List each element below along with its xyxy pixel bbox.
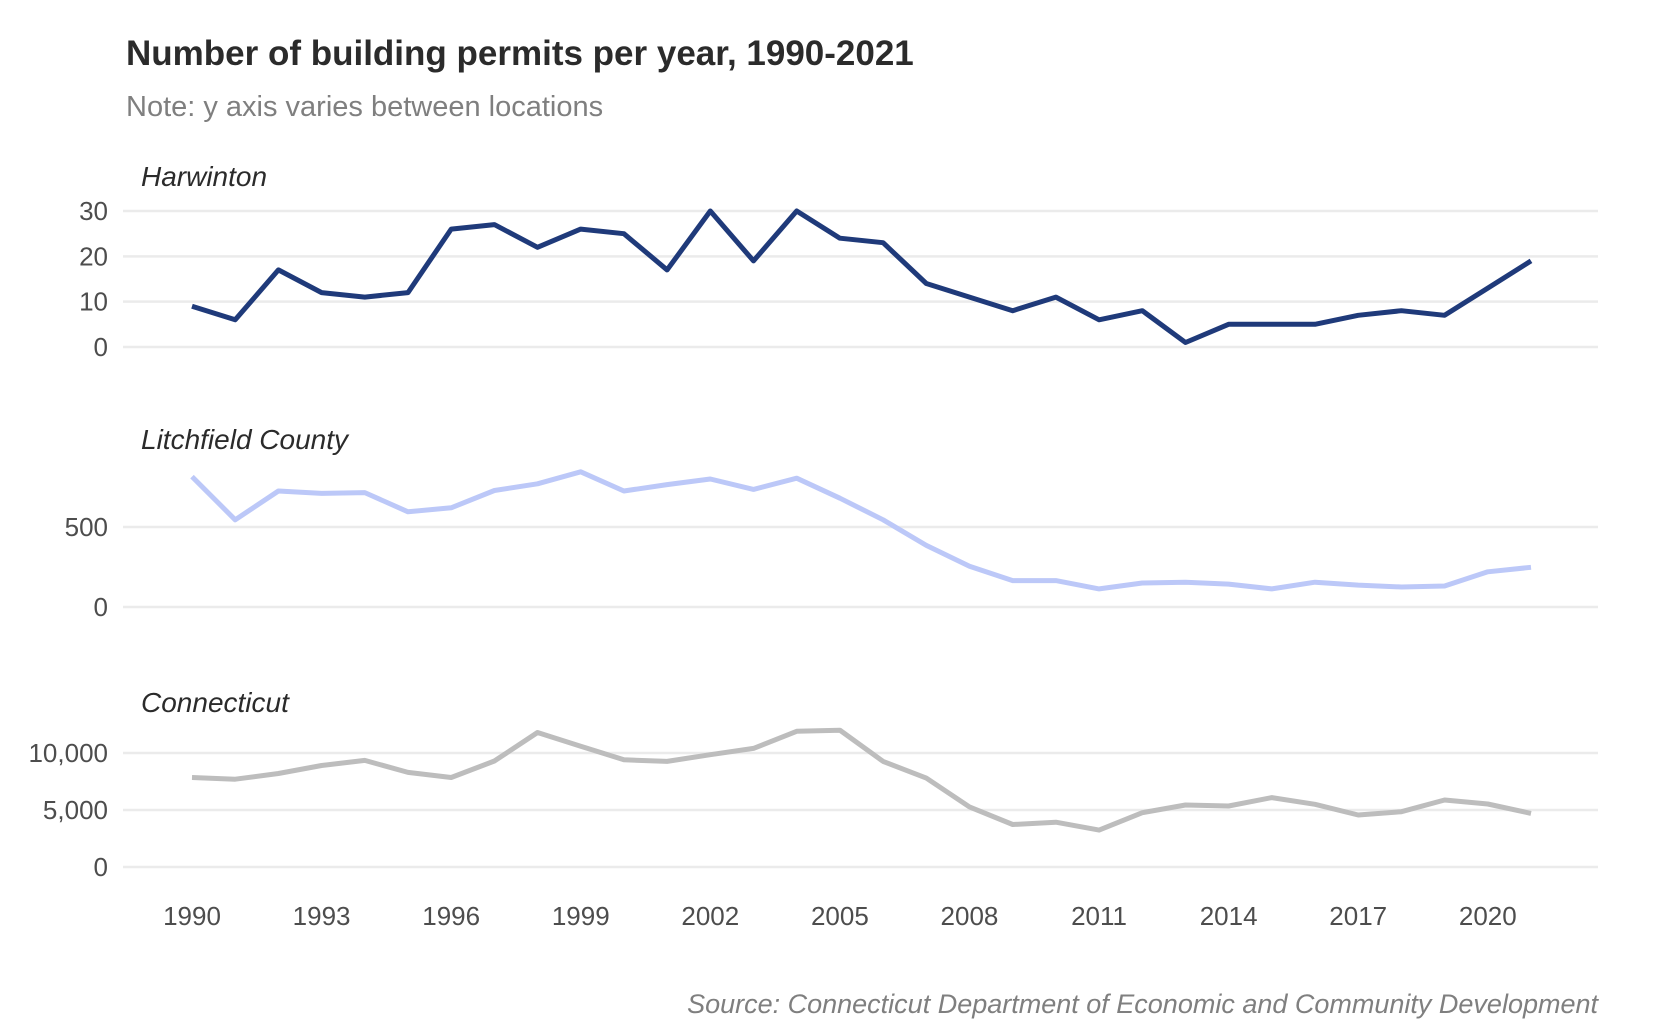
y-tick-label-harwinton: 30 xyxy=(79,196,108,226)
x-tick-label: 1996 xyxy=(422,901,480,931)
line-litchfield-county xyxy=(190,469,1532,592)
x-tick-label: 2014 xyxy=(1200,901,1258,931)
gridlines-harwinton xyxy=(123,209,1598,349)
panel-connecticut: Connecticut 0 5,000 10,000 xyxy=(28,687,1598,882)
chart-title: Number of building permits per year, 199… xyxy=(126,34,914,73)
y-ticks-litchfield-county: 0 500 xyxy=(65,512,108,622)
chart-caption: Source: Connecticut Department of Econom… xyxy=(687,989,1599,1019)
panel-litchfield-county: Litchfield County 0 500 xyxy=(65,424,1598,622)
y-tick-label-harwinton: 10 xyxy=(79,287,108,317)
y-tick-label-connecticut: 0 xyxy=(94,852,108,882)
x-tick-label: 2017 xyxy=(1329,901,1387,931)
y-tick-label-connecticut: 5,000 xyxy=(43,795,108,825)
y-tick-label-litchfield-county: 500 xyxy=(65,512,108,542)
panel-harwinton: Harwinton 0 10 20 30 xyxy=(79,161,1598,362)
panel-title-connecticut: Connecticut xyxy=(141,687,290,718)
chart-subtitle: Note: y axis varies between locations xyxy=(126,91,603,123)
line-connecticut xyxy=(191,727,1532,833)
y-tick-label-harwinton: 0 xyxy=(94,332,108,362)
gridlines-litchfield-county xyxy=(123,525,1598,609)
y-tick-label-harwinton: 20 xyxy=(79,241,108,271)
y-ticks-harwinton: 0 10 20 30 xyxy=(79,196,108,362)
panel-title-harwinton: Harwinton xyxy=(141,161,267,192)
x-tick-label: 2005 xyxy=(811,901,869,931)
x-axis-ticks: 1990 1993 1996 1999 2002 2005 2008 2011 2014 2017… xyxy=(163,901,1517,931)
x-tick-label: 2008 xyxy=(941,901,999,931)
panel-title-litchfield-county: Litchfield County xyxy=(141,424,350,455)
line-harwinton xyxy=(191,208,1533,345)
x-tick-label: 1993 xyxy=(293,901,351,931)
x-tick-label: 1990 xyxy=(163,901,221,931)
x-tick-label: 2011 xyxy=(1071,901,1127,931)
y-tick-label-connecticut: 10,000 xyxy=(28,738,108,768)
x-tick-label: 2020 xyxy=(1459,901,1517,931)
y-ticks-connecticut: 0 5,000 10,000 xyxy=(28,738,108,882)
y-tick-label-litchfield-county: 0 xyxy=(94,592,108,622)
x-tick-label: 1999 xyxy=(552,901,610,931)
x-tick-label: 2002 xyxy=(681,901,739,931)
gridlines-connecticut xyxy=(123,751,1598,869)
